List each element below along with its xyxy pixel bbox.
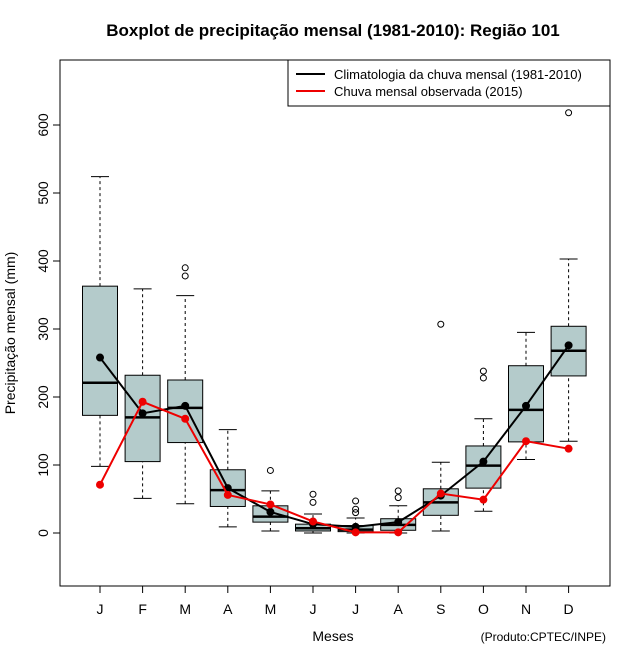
legend-label-climatology: Climatologia da chuva mensal (1981-2010) — [334, 67, 582, 82]
series-point — [394, 528, 403, 537]
y-tick-label: 300 — [35, 317, 51, 341]
outlier-point — [266, 466, 274, 474]
box-4 — [209, 429, 246, 528]
y-axis: 0 100 200 300 400 500 600 — [35, 113, 60, 537]
series-point — [96, 480, 104, 489]
series-point — [266, 500, 275, 509]
series-point — [266, 507, 275, 516]
x-tick-label: N — [521, 601, 531, 617]
box-2 — [124, 288, 161, 499]
series-observed — [96, 397, 573, 537]
y-tick-label: 200 — [35, 385, 51, 409]
box-12 — [550, 109, 587, 442]
y-tick-label: 500 — [35, 181, 51, 205]
series-point — [181, 414, 190, 423]
x-tick-label: A — [223, 601, 233, 617]
series-point — [138, 397, 147, 406]
line-series — [96, 341, 573, 537]
series-point — [564, 444, 573, 453]
outlier-point — [352, 497, 360, 505]
outlier-point — [181, 272, 189, 280]
x-tick-label: D — [564, 601, 574, 617]
series-point — [522, 437, 530, 446]
y-tick-label: 100 — [35, 453, 51, 477]
x-tick-label: A — [394, 601, 404, 617]
series-line — [99, 400, 569, 534]
box-iqr — [82, 285, 118, 416]
x-tick-label: O — [478, 601, 489, 617]
outlier-point — [394, 487, 402, 495]
legend: Climatologia da chuva mensal (1981-2010)… — [287, 59, 611, 107]
series-point — [564, 341, 573, 350]
box-series — [82, 109, 587, 534]
y-tick-label: 0 — [35, 529, 51, 537]
outlier-point — [309, 498, 317, 506]
y-tick-label: 400 — [35, 249, 51, 273]
series-point — [351, 528, 360, 537]
outlier-point — [352, 509, 360, 517]
series-point — [309, 517, 317, 526]
y-axis-label: Precipitação mensal (mm) — [2, 252, 18, 415]
box-iqr — [167, 379, 204, 444]
series-point — [181, 401, 190, 410]
series-line — [99, 344, 570, 528]
outlier-point — [479, 374, 487, 382]
box-8 — [380, 487, 417, 534]
series-point — [96, 353, 104, 362]
outlier-point — [437, 320, 445, 328]
plot-frame — [59, 59, 611, 587]
x-tick-label: J — [310, 601, 317, 617]
outlier-point — [479, 367, 487, 375]
series-point — [138, 409, 147, 418]
x-tick-label: S — [436, 601, 445, 617]
box-5 — [252, 466, 289, 532]
box-10 — [465, 367, 502, 512]
box-3 — [167, 264, 204, 505]
x-axis-label: Meses — [312, 628, 353, 644]
chart-title: Boxplot de precipitação mensal (1981-201… — [106, 21, 560, 40]
x-tick-label: M — [265, 601, 277, 617]
x-tick-label: M — [179, 601, 191, 617]
outlier-point — [181, 264, 189, 272]
x-tick-label: J — [97, 601, 104, 617]
outlier-point — [565, 109, 573, 117]
x-tick-label: F — [138, 601, 147, 617]
legend-label-observed: Chuva mensal observada (2015) — [334, 84, 523, 99]
credit-text: (Produto:CPTEC/INPE) — [481, 630, 606, 644]
box-iqr — [465, 445, 502, 489]
series-point — [479, 495, 488, 504]
outlier-point — [352, 505, 360, 513]
y-tick-label: 600 — [35, 113, 51, 137]
x-tick-label: J — [352, 601, 359, 617]
series-point — [522, 401, 530, 410]
outlier-point — [394, 494, 402, 502]
legend-box — [287, 59, 611, 107]
series-point — [394, 518, 403, 527]
series-point — [223, 490, 232, 499]
outlier-point — [309, 490, 317, 498]
series-point — [479, 457, 488, 466]
series-point — [436, 489, 445, 498]
box-1 — [82, 176, 118, 467]
